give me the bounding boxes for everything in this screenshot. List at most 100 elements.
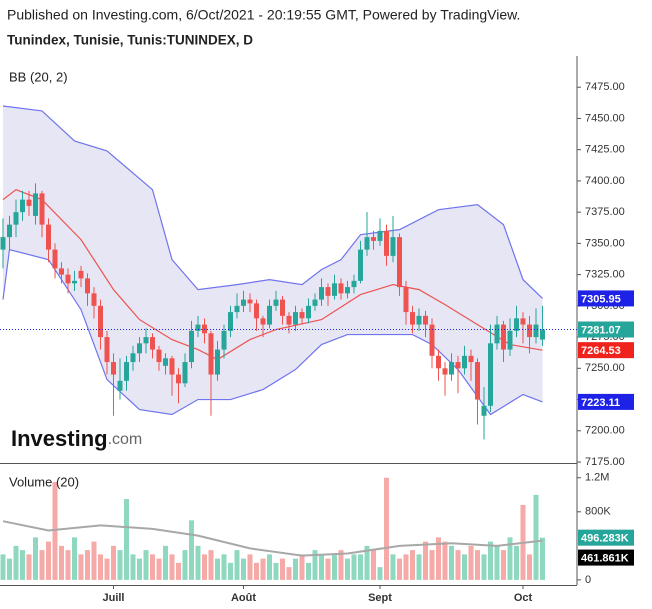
candle-body	[26, 199, 32, 206]
candle-body	[163, 358, 168, 366]
volume-bar	[195, 545, 201, 580]
candle-body	[234, 305, 240, 313]
volume-bar	[182, 550, 188, 580]
candle-body	[397, 237, 402, 288]
candle-body	[319, 287, 324, 300]
candle-body	[254, 303, 259, 319]
volume-bar	[299, 554, 305, 580]
volume-bar	[429, 550, 435, 580]
volume-bar	[280, 558, 285, 580]
candle-body	[377, 230, 383, 241]
volume-bar	[540, 537, 545, 580]
price-tag-bg	[578, 393, 634, 410]
y-tick-label: 7475.00	[585, 81, 625, 93]
volume-bar	[377, 567, 383, 580]
candle-body	[182, 362, 188, 384]
price-pane	[0, 105, 545, 440]
volume-bar	[371, 550, 376, 580]
candle-body	[111, 362, 116, 375]
price-tag: 496.283K	[581, 533, 629, 545]
volume-bar	[104, 558, 110, 580]
candle-body	[468, 355, 474, 363]
candle-body	[267, 305, 272, 325]
band-line	[2, 188, 543, 361]
volume-bar	[33, 537, 38, 580]
candle-body	[462, 355, 467, 369]
volume-bar	[312, 550, 318, 580]
volume-bar	[416, 554, 422, 580]
candle-body	[72, 280, 77, 284]
volume-bar	[332, 554, 337, 580]
volume-bar	[0, 554, 6, 580]
volume-ma	[2, 520, 543, 557]
candle-body	[247, 299, 253, 304]
x-tick-label: Juill	[102, 592, 124, 604]
candle-body	[13, 212, 19, 225]
volume-bar	[117, 550, 123, 580]
volume-bar	[26, 554, 32, 580]
candle-body	[117, 380, 123, 391]
volume-bar	[163, 545, 168, 580]
candle-body	[221, 330, 227, 350]
volume-bar	[20, 550, 25, 580]
candle-body	[156, 349, 162, 363]
volume-bar	[176, 562, 181, 580]
candle-body	[436, 355, 441, 369]
candle-body	[533, 324, 539, 338]
volume-bar	[124, 499, 129, 580]
y-tick-label: 7200.00	[585, 425, 625, 437]
volume-bar	[59, 545, 64, 580]
price-tag-bg	[578, 549, 634, 566]
candle-body	[423, 315, 428, 325]
price-tag: 7223.11	[581, 397, 620, 409]
volume-bar	[267, 554, 272, 580]
volume-bar	[137, 558, 142, 580]
candle-body	[494, 324, 500, 344]
y-tick-label: 7400.00	[585, 175, 625, 187]
volume-bar	[488, 541, 493, 580]
volume-bar	[78, 554, 84, 580]
candle-body	[130, 353, 136, 363]
volume-bar	[462, 554, 467, 580]
volume-bar	[46, 541, 51, 580]
candle-body	[481, 405, 487, 416]
candle-body	[150, 337, 155, 350]
candle-body	[7, 224, 12, 238]
price-tag: 461.861K	[581, 552, 629, 564]
volume-bar	[72, 537, 77, 580]
volume-bar	[319, 554, 324, 580]
y-tick-label: 800K	[585, 506, 611, 518]
candle-body	[514, 318, 519, 331]
candle-body	[59, 268, 64, 275]
volume-bar	[501, 550, 506, 580]
candle-body	[332, 283, 337, 296]
price-tag-bg	[578, 321, 634, 338]
volume-bar	[533, 494, 539, 580]
volume-bar	[215, 558, 220, 580]
candle-body	[104, 337, 110, 363]
candle-body	[208, 333, 214, 375]
volume-pane	[0, 477, 545, 580]
candle-body	[143, 337, 149, 344]
candle-body	[371, 237, 376, 241]
volume-bar	[481, 554, 487, 580]
candle-body	[325, 287, 331, 296]
candle-body	[0, 237, 6, 250]
volume-bar	[7, 558, 12, 580]
volume-bar	[475, 550, 480, 580]
volume-bar	[423, 541, 428, 580]
candle-body	[488, 343, 493, 406]
candle-body	[358, 249, 363, 281]
y-tick-label: 7450.00	[585, 112, 625, 124]
candle-body	[351, 280, 357, 288]
x-tick-label: Août	[231, 592, 256, 604]
candle-body	[273, 299, 279, 306]
volume-bar	[202, 554, 207, 580]
candle-body	[215, 349, 220, 375]
candle-body	[520, 318, 526, 325]
candle-body	[98, 305, 103, 338]
volume-bar	[221, 554, 227, 580]
volume-bar	[150, 554, 155, 580]
volume-bar	[442, 541, 448, 580]
